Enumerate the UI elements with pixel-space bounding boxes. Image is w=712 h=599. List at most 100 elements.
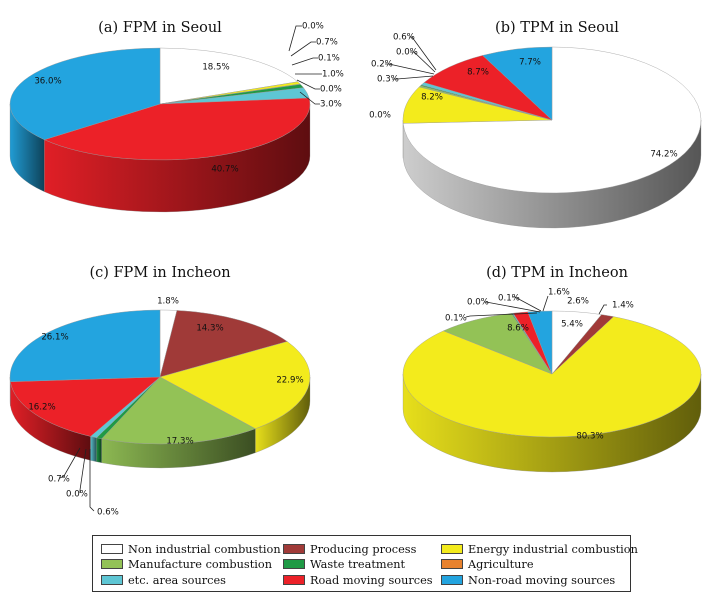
value-label-producing: 0.0% [302,22,324,32]
value-label-manufacture: 0.3% [377,75,399,85]
pie-fpm-incheon [9,309,311,469]
legend-item-producing-process: Producing process [283,542,416,556]
legend-swatch [441,575,463,585]
pie-slice-energy-industrial [402,316,702,438]
pie-tpm-seoul [402,46,702,229]
value-label-agriculture: 0.0% [320,85,342,95]
chart-title-fpm-incheon: (c) FPM in Incheon [89,265,230,281]
pie-slice-road-moving [43,97,311,161]
value-label-road-moving: 40.7% [211,165,238,175]
value-label-producing: 14.3% [196,324,223,334]
pie-side-waste [96,437,102,463]
value-label-manufacture: 0.1% [318,54,340,64]
pie-side-etc-area [90,436,97,462]
chart-title-tpm-seoul: (b) TPM in Seoul [495,20,619,36]
legend-item-non-industrial-combustion: Non industrial combustion [101,542,281,556]
value-label-non-road: 36.0% [34,77,61,87]
value-label-energy-industrial: 0.7% [316,38,338,48]
value-label-agriculture: 0.0% [396,48,418,58]
value-label-road-moving: 16.2% [28,403,55,413]
leader-line-agriculture [484,301,541,313]
value-label-etc-area: 3.0% [320,100,342,110]
legend-item-waste-treatment: Waste treatment [283,557,405,571]
value-label-manufacture: 17.3% [166,437,193,447]
legend: Non industrial combustion Producing proc… [92,535,638,592]
legend-item-energy-industrial-combustion: Energy industrial combustion [441,542,638,556]
legend-label: Manufacture combustion [128,557,272,571]
value-label-etc-area: 0.7% [48,475,70,485]
pie-slice-manufacture [101,376,256,445]
value-label-non-industrial: 74.2% [650,150,677,160]
leader-line-agriculture [296,79,320,90]
legend-label: Producing process [310,542,417,556]
value-label-non-road: 7.7% [519,58,541,68]
value-label-manufacture: 8.6% [507,324,529,334]
legend-label: Agriculture [468,557,534,571]
labels-tpm-incheon: 5.4%1.4%80.3%8.6%0.1%0.0% 0.1%1.6%2.6% [445,288,634,442]
leader-line-producing [598,304,607,315]
labels-fpm-incheon: 1.8% 14.3% 22.9% 17.3% 0.6% 0.0% 0.7% 16.2% 26.1… [28,297,303,518]
pie-slice-non-road [9,309,161,382]
legend-item-manufacture-combustion: Manufacture combustion [101,557,272,571]
pie-slice-producing [159,310,288,378]
leader-line-waste [89,449,95,512]
legend-swatch [101,544,123,554]
chart-title-tpm-incheon: (d) TPM in Incheon [486,265,628,281]
legend-swatch [441,559,463,569]
value-label-etc-area: 0.6% [393,33,415,43]
value-label-agriculture: 0.0% [467,298,489,308]
value-label-waste: 0.2% [371,60,393,70]
chart-fpm-incheon: (c) FPM in Incheon 1.8% 14.3% 22.9% 17.3% 0.… [9,265,311,518]
leader-line-waste [385,63,435,75]
leader-line-producing [288,25,302,52]
legend-label: etc. area sources [128,573,226,587]
leader-line-manufacture [392,75,434,80]
pie-slice-road-moving [10,376,161,437]
value-label-road-moving: 8.7% [467,68,489,78]
leader-line-etc-area [512,296,542,312]
legend-label: Non industrial combustion [128,542,281,556]
value-label-waste: 0.6% [97,508,119,518]
value-label-waste: 0.1% [445,314,467,324]
legend-item-agriculture: Agriculture [441,557,534,571]
value-label-etc-area: 0.1% [498,294,520,304]
pie-slice-road-moving [423,55,553,121]
value-label-non-industrial: 5.4% [561,320,583,330]
leader-line-agriculture [79,448,87,493]
pie-slice-non-road [9,47,161,140]
value-label-non-industrial: 1.8% [157,297,179,307]
leader-line-etc-area [409,36,437,71]
value-label-waste: 1.0% [322,70,344,80]
leader-line-etc-area [59,447,81,479]
legend-item-non-road-moving-sources: Non-road moving sources [441,573,615,587]
leader-line-energy-industrial [290,41,316,57]
legend-swatch [101,575,123,585]
labels-tpm-seoul: 74.2%0.0%8.2%0.3%0.2%0.0%0.6%8.7%7.7% [369,33,678,160]
pie-slice-non-industrial [159,47,299,105]
value-label-energy-industrial: 22.9% [276,376,303,386]
pie-slice-non-road [482,46,553,121]
legend-item-road-moving-sources: Road moving sources [283,573,433,587]
labels-fpm-seoul: 18.5% 0.0% 0.7% 0.1% 1.0% 0.0% 3.0% 40.7% 36.0% [34,22,344,175]
legend-item-etc-area-sources: etc. area sources [101,573,226,587]
legend-swatch [101,559,123,569]
value-label-energy-industrial: 8.2% [421,93,443,103]
chart-title-fpm-seoul: (a) FPM in Seoul [98,20,222,36]
chart-fpm-seoul: (a) FPM in Seoul 18.5% 0.0% 0.7% 0.1% 1.0% 0.… [9,20,344,213]
legend-label: Non-road moving sources [468,573,616,587]
leader-line-etc-area [299,91,320,105]
value-label-agriculture: 0.0% [66,490,88,500]
legend-swatch [283,575,305,585]
leader-line-manufacture [291,57,318,66]
value-label-non-road: 2.6% [567,297,589,307]
legend-swatch [283,559,305,569]
chart-tpm-incheon: (d) TPM in Incheon 5.4% 1.4% 80.3% 8.6% 0.1%… [402,265,702,473]
pie-slice-non-road [527,310,553,375]
legend-label: Energy industrial combustion [468,542,638,556]
pie-slice-energy-industrial [159,341,311,429]
value-label-road-moving: 1.6% [548,288,570,298]
leader-line-agriculture [410,51,436,73]
value-label-producing: 1.4% [612,301,634,311]
leader-line-waste [465,312,538,318]
